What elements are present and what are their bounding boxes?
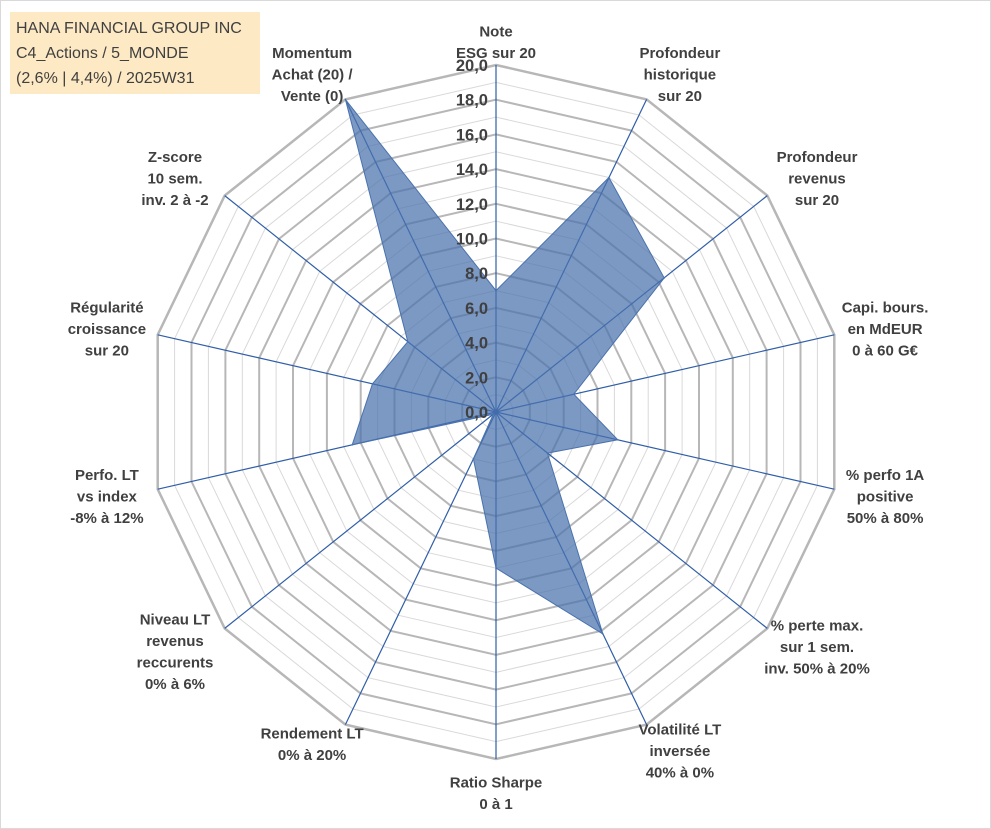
tick-label: 18,0: [456, 92, 488, 110]
axis-label-group: Note ESG sur 20: [456, 24, 536, 63]
data-point: [617, 439, 619, 441]
axis-label-line: Volatilité LT: [639, 722, 722, 739]
axis-label-line: Rendement LT: [261, 726, 364, 743]
axis-label-group: Capi. bours. en MdEUR 0 à 60 G€: [842, 300, 929, 360]
axis-label-line: 0% à 20%: [278, 747, 346, 764]
axis-label-line: 50% à 80%: [847, 510, 924, 527]
axis-label-line: Ratio Sharpe: [450, 775, 543, 792]
axis-label-group: Régularité croissance sur 20: [68, 300, 146, 360]
tick-label: 2,0: [465, 369, 488, 387]
axis-label-line: 40% à 0%: [646, 765, 714, 782]
data-point: [546, 452, 549, 454]
data-point: [663, 277, 665, 279]
axis-label-line: Momentum: [272, 45, 352, 62]
axis-labels: Note ESG sur 20 Profondeur historique sur 20…: [68, 24, 929, 814]
data-point: [573, 393, 575, 396]
data-series: [344, 98, 665, 636]
axis-label-line: positive: [857, 488, 914, 505]
data-point: [371, 383, 374, 385]
tick-label: 10,0: [456, 231, 488, 249]
axis-label-line: sur 1 sem.: [780, 639, 854, 656]
axis-label-line: Capi. bours.: [842, 300, 929, 317]
axis-label-group: Volatilité LT inversée 40% à 0%: [639, 722, 722, 782]
axis-label-group: Rendement LT 0% à 20%: [261, 726, 364, 765]
axis-label-group: Profondeur revenus sur 20: [777, 149, 858, 209]
axis-label-line: 0% à 6%: [145, 676, 205, 693]
axis-label-line: sur 20: [658, 88, 702, 105]
axis-label-line: reccurents: [137, 654, 214, 671]
axis-label-line: Régularité: [70, 300, 143, 317]
axis-label-line: vs index: [77, 488, 138, 505]
axis-label-group: Z-score 10 sem. inv. 2 à -2: [141, 149, 208, 209]
axis-label-line: % perfo 1A: [846, 467, 925, 484]
axis-label-line: Achat (20) /: [272, 66, 354, 83]
data-point: [472, 458, 475, 460]
tick-label: 16,0: [456, 126, 488, 144]
axis-label-group: Niveau LT revenus reccurents 0% à 6%: [137, 611, 214, 693]
data-point: [608, 176, 610, 179]
data-point: [344, 98, 347, 101]
axis-label-line: sur 20: [85, 343, 129, 360]
chart-title-box: HANA FINANCIAL GROUP INC C4_Actions / 5_…: [10, 12, 260, 94]
axis-label-line: inv. 2 à -2: [141, 192, 208, 209]
axis-label-group: Momentum Achat (20) / Vente (0): [272, 45, 354, 105]
data-point: [602, 633, 604, 635]
axis-label-line: 10 sem.: [147, 171, 202, 188]
axis-label-line: Z-score: [148, 149, 202, 166]
axis-label-line: revenus: [146, 633, 204, 650]
axis-label-line: en MdEUR: [848, 321, 923, 338]
axis-label-line: inversée: [649, 743, 710, 760]
axis-label-line: Profondeur: [639, 45, 720, 62]
axis-label-group: % perfo 1A positive 50% à 80%: [846, 467, 925, 527]
axis-label-line: ESG sur 20: [456, 45, 536, 62]
axis-label-line: 0 à 60 G€: [852, 343, 919, 360]
tick-label: 20,0: [456, 57, 488, 75]
data-point: [351, 444, 354, 446]
axis-label-group: % perte max. sur 1 sem. inv. 50% à 20%: [764, 617, 870, 677]
axis-label-line: Profondeur: [777, 149, 858, 166]
axis-label-line: -8% à 12%: [70, 510, 143, 527]
axis-spoke: [224, 411, 497, 629]
tick-label: 8,0: [465, 265, 488, 283]
title-company: HANA FINANCIAL GROUP INC: [16, 20, 242, 37]
axis-label-line: croissance: [68, 321, 146, 338]
data-point: [407, 340, 409, 343]
axis-label-line: historique: [644, 66, 717, 83]
axis-label-group: Perfo. LT vs index -8% à 12%: [70, 467, 143, 527]
axis-label-line: inv. 50% à 20%: [764, 660, 870, 677]
axis-label-line: 0 à 1: [479, 796, 512, 813]
axis-label-line: Niveau LT: [140, 611, 211, 628]
data-point: [492, 413, 495, 416]
tick-label: 6,0: [465, 300, 488, 318]
title-category: C4_Actions / 5_MONDE: [16, 45, 189, 62]
axis-label-line: Perfo. LT: [75, 467, 139, 484]
tick-label: 12,0: [456, 196, 488, 214]
radial-tick-labels: 0,0 2,0 4,0 6,0 8,0 10,0 12,0 14,0 16,0 18,0 20,0: [456, 57, 488, 422]
tick-label: 4,0: [465, 335, 488, 353]
axis-label-line: % perte max.: [771, 617, 864, 634]
axis-spoke: [344, 411, 497, 725]
axis-label-line: Note: [479, 24, 512, 41]
axis-label-line: revenus: [788, 171, 846, 188]
data-point: [495, 567, 497, 569]
title-period: (2,6% | 4,4%) / 2025W31: [16, 70, 195, 87]
data-point: [495, 289, 497, 292]
axis-label-line: Vente (0): [281, 88, 344, 105]
axis-label-group: Ratio Sharpe 0 à 1: [450, 775, 543, 814]
tick-label: 0,0: [465, 404, 488, 422]
tick-label: 14,0: [456, 161, 488, 179]
axis-label-group: Profondeur historique sur 20: [639, 45, 720, 105]
axis-label-line: sur 20: [795, 192, 839, 209]
